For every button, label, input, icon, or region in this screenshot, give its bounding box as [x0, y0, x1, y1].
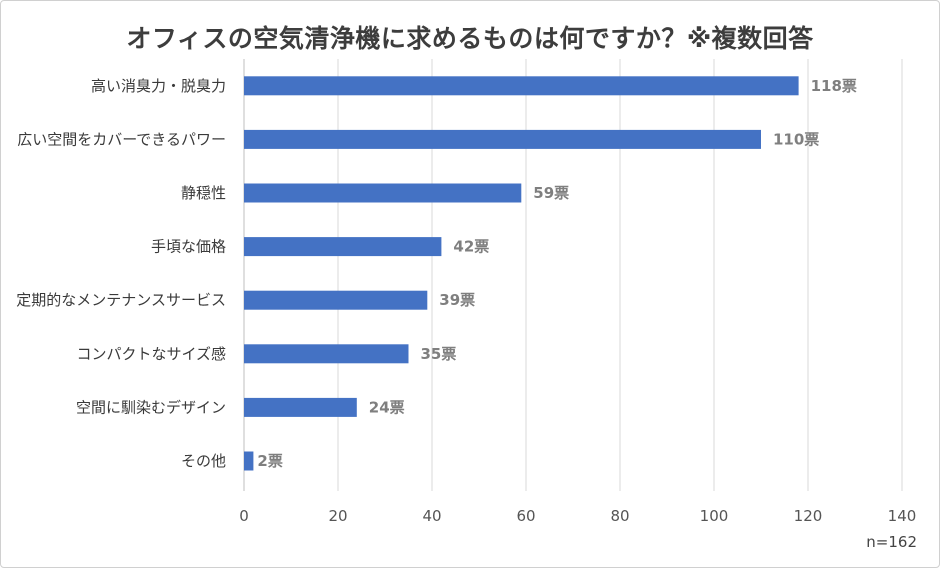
bar [244, 183, 522, 203]
data-label: 110票 [773, 130, 819, 148]
bar [244, 76, 799, 96]
gridlines [243, 59, 903, 491]
bar [244, 129, 761, 149]
bar [244, 237, 442, 257]
bar [244, 451, 254, 471]
category-label: 空間に馴染むデザイン [76, 398, 226, 416]
category-label: 静穏性 [181, 184, 226, 202]
category-label: コンパクトなサイズ感 [76, 345, 226, 363]
category-label: 定期的なメンテナンスサービス [16, 291, 226, 309]
category-labels: 高い消臭力・脱臭力広い空間をカバーできるパワー静穏性手頃な価格定期的なメンテナン… [16, 77, 226, 470]
x-tick-label: 60 [516, 507, 535, 525]
category-label: 広い空間をカバーできるパワー [17, 130, 226, 148]
x-tick-label: 0 [239, 507, 249, 525]
chart-title: オフィスの空気清浄機に求めるものは何ですか？※複数回答 [126, 24, 814, 53]
bar [244, 397, 357, 417]
sample-size-note: n=162 [866, 533, 917, 551]
data-label: 118票 [811, 77, 857, 95]
x-tick-label: 120 [794, 507, 823, 525]
x-tick-label: 40 [422, 507, 441, 525]
x-tick-label: 140 [888, 507, 917, 525]
bar [244, 290, 428, 310]
category-label: 手頃な価格 [151, 238, 226, 256]
category-label: 高い消臭力・脱臭力 [91, 77, 226, 95]
data-label: 35票 [421, 345, 457, 363]
bar [244, 344, 409, 364]
data-label: 2票 [257, 452, 282, 470]
data-labels: 118票 110票 59票 42票 39票 35票 24票 2票 [257, 77, 857, 470]
x-tick-labels: 0 20 40 60 80 100 120 140 [239, 507, 916, 525]
category-label: その他 [181, 452, 226, 470]
x-tick-label: 20 [328, 507, 347, 525]
x-tick-label: 100 [700, 507, 729, 525]
x-tick-label: 80 [610, 507, 629, 525]
data-label: 59票 [533, 184, 569, 202]
bars [244, 76, 799, 471]
data-label: 42票 [453, 238, 489, 256]
data-label: 24票 [369, 398, 405, 416]
data-label: 39票 [439, 291, 475, 309]
